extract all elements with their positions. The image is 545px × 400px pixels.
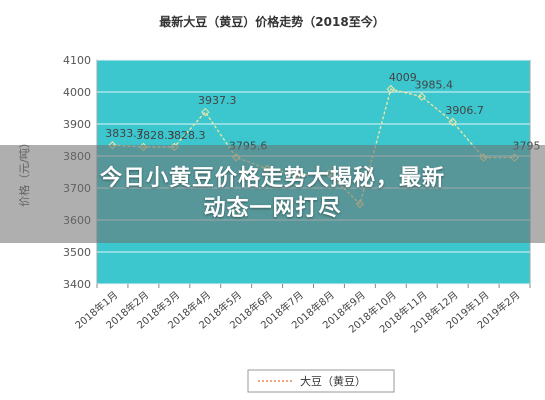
headline-line-2: 动态一网打尽 (203, 196, 342, 221)
data-point (417, 92, 426, 101)
legend-box (247, 369, 395, 393)
data-label: 3828.3 (167, 129, 206, 142)
data-label: 3833.7 (105, 127, 144, 140)
data-point (386, 84, 396, 94)
data-label: 3937.3 (198, 94, 237, 107)
data-label: 3828.3 (136, 129, 175, 142)
headline-banner: 今日小黄豆价格走势大揭秘，最新 动态一网打尽 (0, 145, 545, 243)
data-label: 3985.4 (415, 79, 454, 92)
data-point (201, 107, 210, 117)
chart-title: 最新大豆（黄豆）价格走势（2018至今） (159, 14, 384, 29)
headline-line-1: 今日小黄豆价格走势大揭秘，最新 (99, 166, 445, 191)
y-tick-label: 4100 (63, 54, 91, 67)
y-tick-label: 3400 (63, 278, 91, 291)
y-tick-label: 4000 (63, 86, 91, 99)
y-tick-label: 3500 (63, 246, 91, 259)
data-label: 3906.7 (445, 104, 484, 117)
series-line (112, 88, 515, 206)
data-point (448, 117, 457, 127)
data-label: 4009 (389, 71, 417, 84)
legend-label: 大豆（黄豆） (300, 374, 366, 388)
y-tick-label: 3900 (63, 118, 91, 131)
